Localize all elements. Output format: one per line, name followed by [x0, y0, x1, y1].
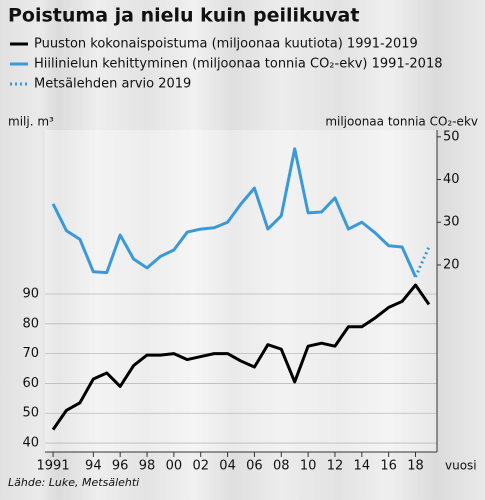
y-tick-label: 70	[22, 346, 39, 361]
x-axis-label: vuosi	[445, 459, 477, 473]
x-tick-label: 16	[380, 459, 397, 474]
x-tick-label: 08	[273, 459, 290, 474]
legend-label: Hiilinielun kehittyminen (miljoonaa tonn…	[34, 57, 443, 72]
y2-tick-label: 50	[443, 129, 460, 144]
x-tick-label: 94	[85, 459, 102, 474]
y2-tick-label: 20	[443, 257, 460, 272]
x-tick-label: 96	[112, 459, 129, 474]
y-tick-label: 60	[22, 376, 39, 391]
plot-area	[45, 130, 437, 452]
y-axis-label: milj. m³	[8, 115, 54, 129]
series-line	[51, 147, 417, 278]
y2-tick-label: 30	[443, 215, 460, 230]
y-tick-label: 80	[22, 316, 39, 331]
x-tick-label: 02	[192, 459, 209, 474]
source: Lähde: Luke, Metsälehti	[8, 476, 139, 489]
x-tick-label: 10	[300, 459, 317, 474]
series-line	[51, 283, 431, 431]
y2-axis-label: miljoonaa tonnia CO₂-ekv	[325, 115, 478, 129]
y-tick-label: 40	[22, 436, 39, 451]
x-tick-label: 00	[166, 459, 183, 474]
x-tick-label: 1991	[37, 459, 70, 474]
chart-title: Poistuma ja nielu kuin peilikuvat	[8, 5, 359, 27]
y-tick-label: 90	[22, 286, 39, 301]
series-line	[414, 246, 431, 278]
x-tick-label: 98	[139, 459, 156, 474]
x-tick-label: 18	[407, 459, 424, 474]
x-tick-label: 04	[219, 459, 236, 474]
legend-label: Puuston kokonaispoistuma (miljoonaa kuut…	[34, 37, 418, 52]
x-tick-label: 12	[327, 459, 344, 474]
y2-tick-label: 40	[443, 172, 460, 187]
x-tick-label: 14	[354, 459, 371, 474]
legend-label: Metsälehden arvio 2019	[34, 77, 191, 92]
y-tick-label: 50	[22, 406, 39, 421]
x-tick-label: 06	[246, 459, 263, 474]
